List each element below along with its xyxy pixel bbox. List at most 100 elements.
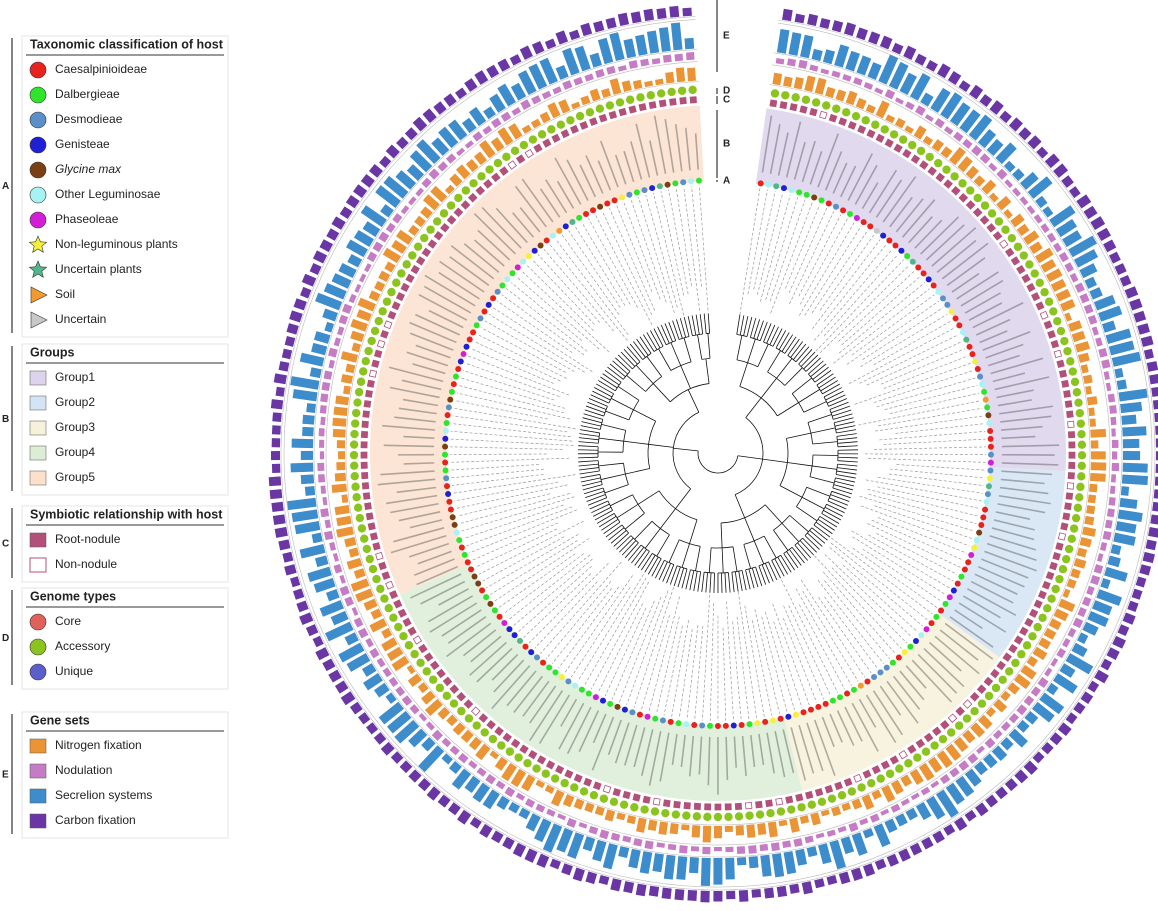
- host-dot: [796, 189, 802, 195]
- host-dot: [479, 587, 485, 593]
- gene-bar: [772, 822, 774, 837]
- leaf-line: [684, 187, 700, 311]
- symbiosis-mark: [529, 751, 537, 759]
- branch: [586, 406, 605, 413]
- genome-dot: [1076, 409, 1084, 417]
- genome-dot: [787, 805, 795, 813]
- genome-dot: [886, 770, 894, 778]
- host-dot: [444, 483, 450, 489]
- branch: [739, 571, 742, 591]
- genome-dot: [857, 783, 865, 791]
- genome-dot: [387, 288, 395, 296]
- host-dot: [572, 683, 578, 689]
- gene-bar: [316, 560, 327, 563]
- gene-bar: [393, 243, 404, 250]
- leaf-line: [748, 190, 768, 294]
- gene-bar: [1102, 363, 1110, 365]
- branch: [744, 316, 748, 336]
- leaf-line: [450, 454, 547, 455]
- symbiosis-mark: [362, 472, 368, 478]
- symbiosis-mark: [984, 677, 992, 685]
- branch: [593, 507, 611, 516]
- gene-bar: [1101, 546, 1106, 547]
- leaf-label: [404, 463, 434, 464]
- gene-bar: [301, 479, 314, 480]
- gene-bar: [411, 199, 414, 202]
- symbiosis-mark: [815, 789, 822, 796]
- gene-bar: [1056, 167, 1065, 175]
- genome-dot: [890, 130, 898, 138]
- gene-bar: [694, 857, 695, 873]
- genome-dot: [408, 251, 416, 259]
- gene-bar: [271, 404, 282, 405]
- gene-bar: [806, 882, 808, 893]
- branch: [579, 438, 599, 440]
- host-dot: [444, 420, 450, 426]
- host-dot: [819, 197, 825, 203]
- branch: [594, 388, 612, 397]
- host-dot: [739, 722, 745, 728]
- gene-bar: [1020, 723, 1027, 729]
- branch: [610, 495, 632, 506]
- symbiosis-mark: [396, 293, 404, 301]
- branch: [769, 562, 777, 580]
- leaf-line: [831, 538, 932, 614]
- gene-bar: [449, 717, 455, 723]
- branch: [591, 504, 609, 513]
- gene-bar: [350, 298, 355, 300]
- leaf-line: [863, 308, 944, 360]
- gene-bar: [501, 86, 512, 104]
- branch: [692, 315, 696, 335]
- symbiosis-mark: [820, 111, 828, 119]
- symbiosis-mark: [534, 144, 542, 152]
- gene-bar: [691, 68, 692, 81]
- symbiosis-mark: [543, 139, 551, 147]
- leaf-line: [831, 543, 928, 620]
- legend-label: Uncertain: [55, 312, 106, 326]
- genome-dot: [1025, 260, 1033, 268]
- gene-bar: [301, 548, 325, 554]
- gene-bar: [352, 323, 367, 328]
- symbiosis-mark: [766, 800, 773, 807]
- gene-bar: [348, 243, 365, 253]
- gene-bar: [1043, 262, 1055, 269]
- gene-bar: [292, 514, 317, 518]
- gene-bar: [1112, 548, 1121, 550]
- gene-bar: [1064, 592, 1069, 594]
- symbiosis-mark: [434, 232, 442, 240]
- symbiosis-mark: [384, 321, 392, 329]
- genome-dot: [693, 812, 701, 820]
- symbiosis-mark: [735, 803, 741, 809]
- branch: [601, 424, 625, 430]
- gene-bar: [922, 765, 931, 778]
- symbiosis-mark: [1048, 331, 1056, 339]
- leaf-line: [812, 240, 880, 329]
- leaf-line: [692, 186, 702, 286]
- gene-bar: [849, 92, 853, 104]
- gene-bar: [482, 142, 492, 155]
- symbiosis-mark: [916, 739, 924, 747]
- genome-dot: [557, 120, 565, 128]
- gene-bar: [860, 29, 863, 39]
- genome-dot: [766, 809, 774, 817]
- genome-dot: [457, 707, 465, 715]
- gene-bar: [1093, 330, 1098, 332]
- gene-bar: [793, 33, 797, 55]
- branch: [580, 474, 600, 478]
- gene-bar: [819, 879, 821, 887]
- symbiosis-mark: [639, 104, 646, 111]
- branch: [829, 399, 847, 407]
- gene-bar: [301, 357, 324, 362]
- gene-bar: [1089, 319, 1096, 321]
- host-dot: [977, 374, 983, 380]
- gene-bar: [361, 716, 368, 721]
- gene-bar: [377, 686, 388, 693]
- gene-bar: [1104, 375, 1109, 376]
- gene-bar: [659, 79, 660, 84]
- gene-bar: [1008, 781, 1014, 788]
- gene-bar: [855, 869, 858, 880]
- gene-bar: [904, 75, 913, 93]
- symbiosis-mark: [1059, 370, 1066, 377]
- host-dot: [987, 475, 993, 481]
- gene-bar: [908, 127, 911, 132]
